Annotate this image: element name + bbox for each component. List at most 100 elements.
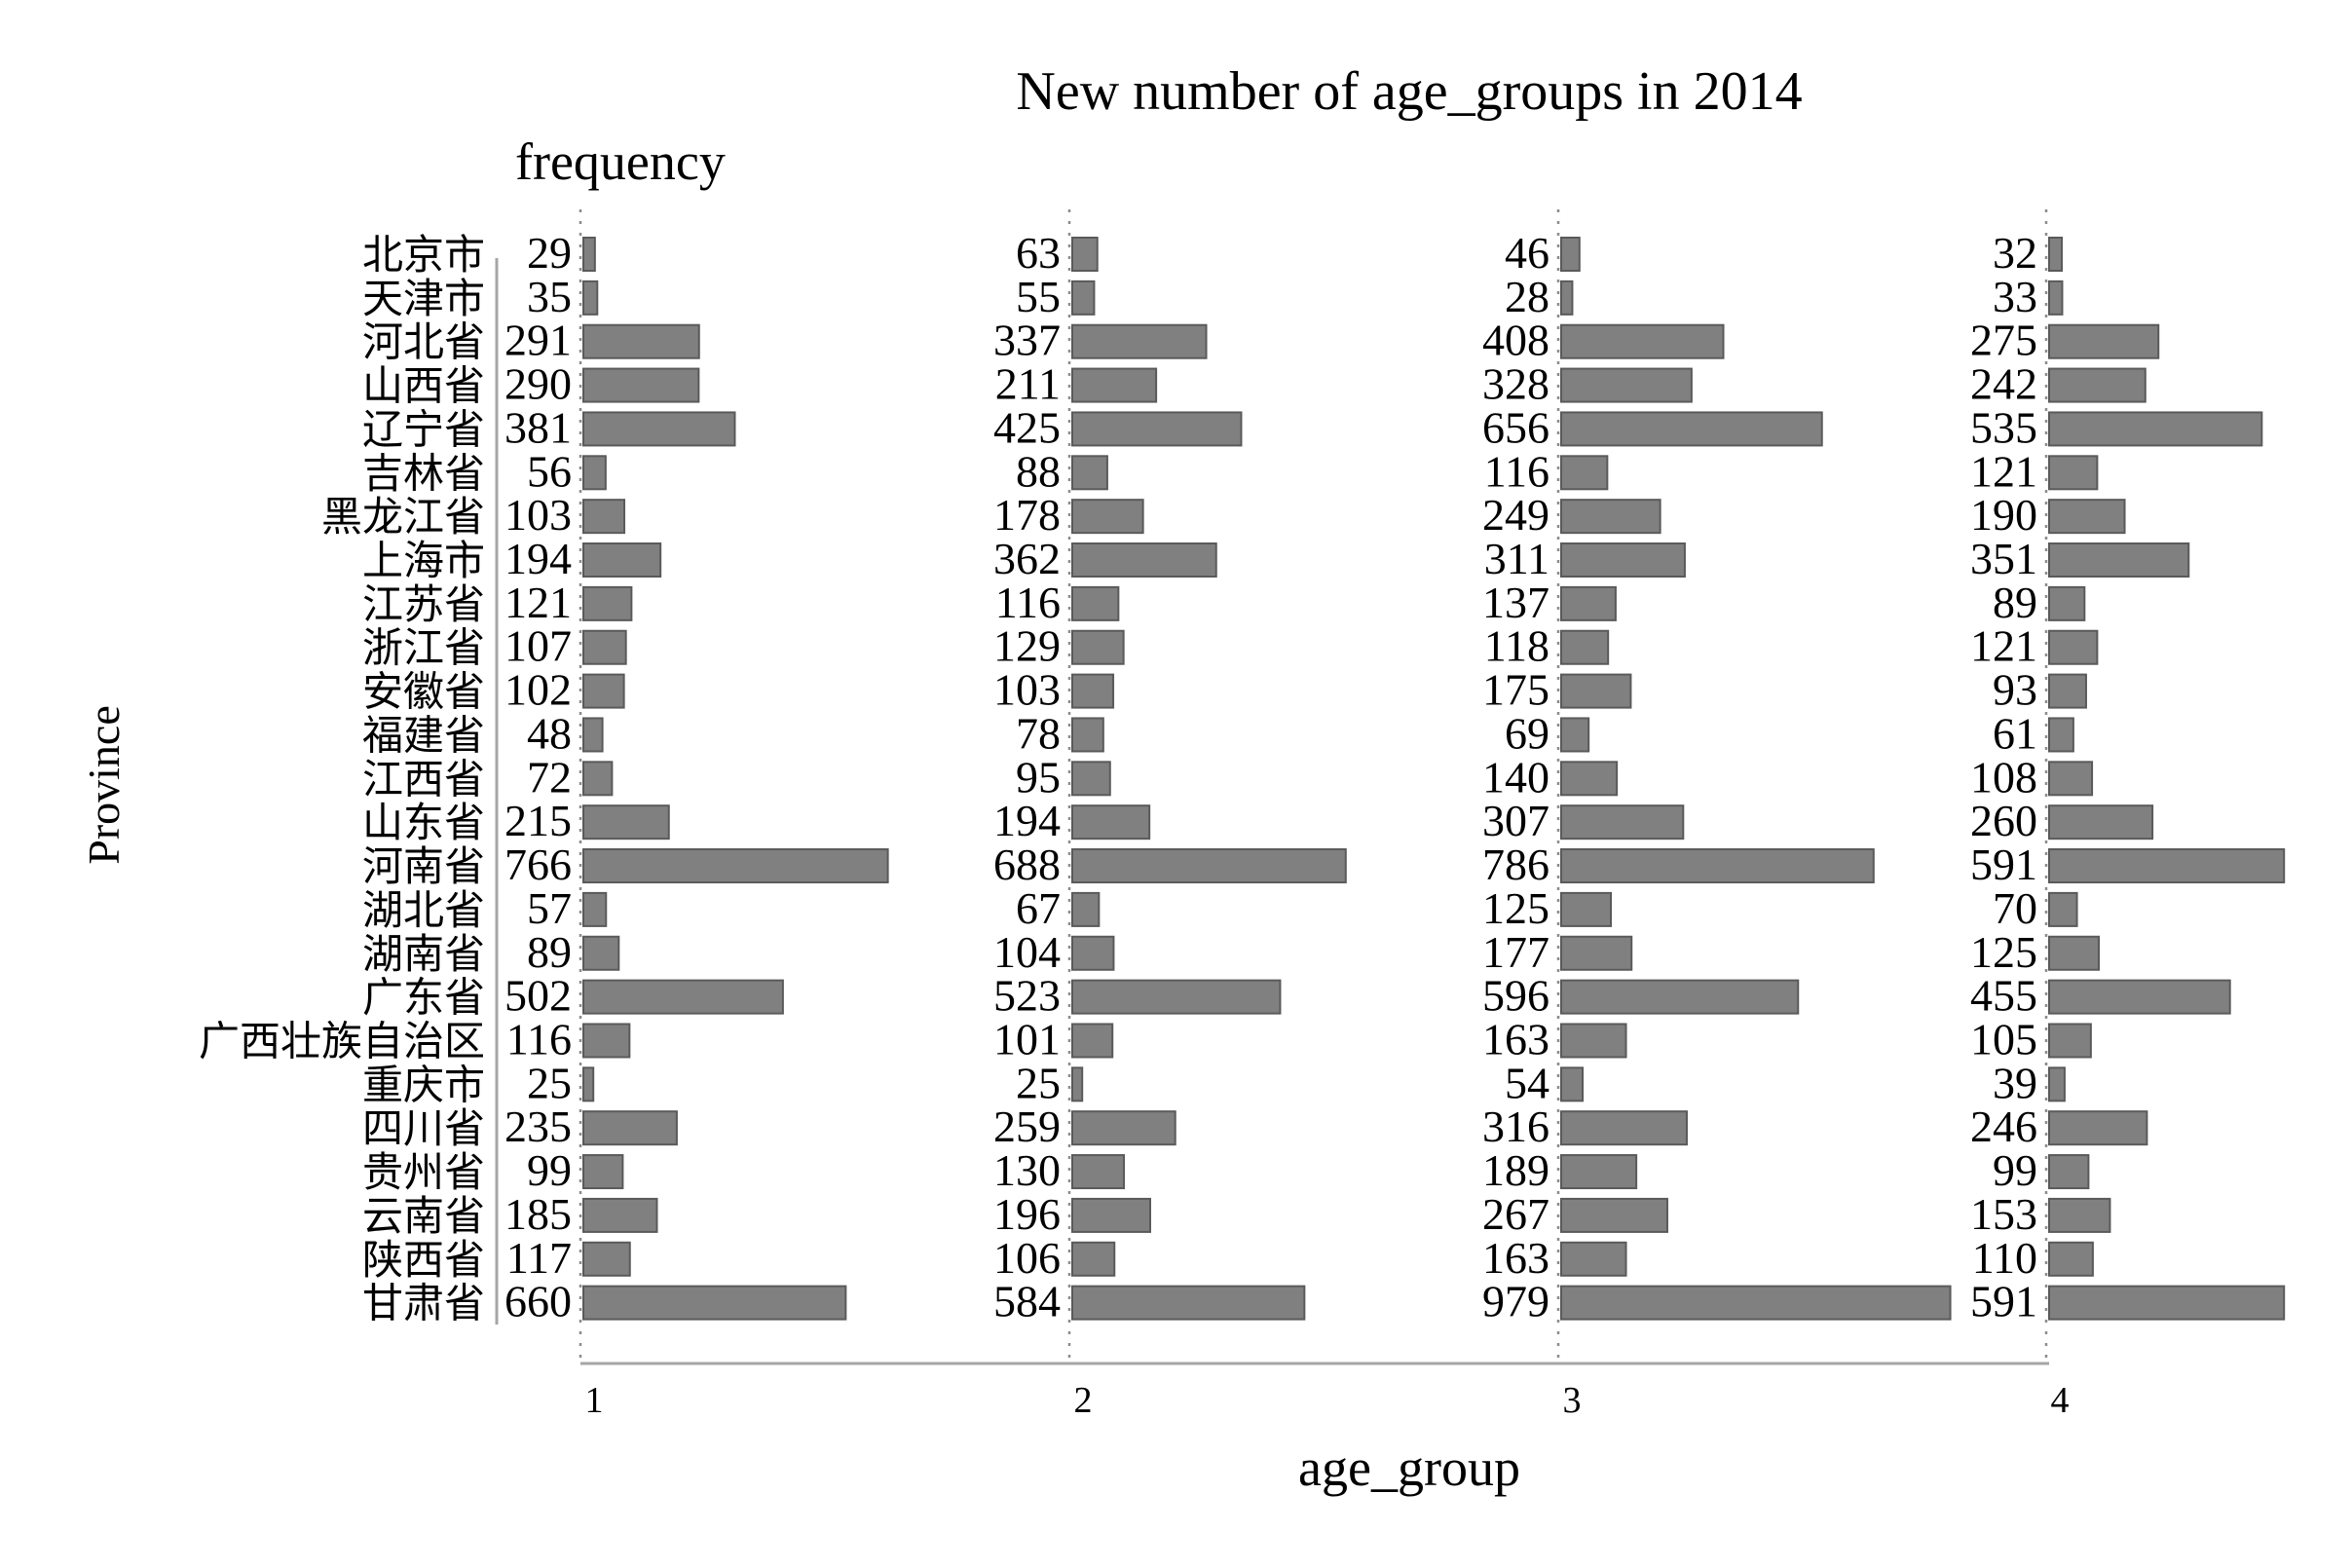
province-label-row16: 湖北省 xyxy=(362,886,485,934)
age-group-tick-4: 4 xyxy=(2051,1380,2070,1421)
value-label-ag4-row15: 591 xyxy=(1970,840,2037,889)
bar-ag1-row6 xyxy=(582,455,607,491)
bar-ag2-row11 xyxy=(1071,673,1115,709)
bar-ag1-row22 xyxy=(582,1154,624,1190)
value-label-ag1-row8: 194 xyxy=(504,534,572,583)
value-label-ag2-row9: 116 xyxy=(995,578,1061,627)
bar-ag1-row4 xyxy=(582,367,700,403)
value-label-ag3-row24: 163 xyxy=(1482,1233,1549,1283)
bar-ag2-row19 xyxy=(1071,1023,1114,1059)
bar-ag1-row15 xyxy=(582,848,889,884)
value-label-ag3-row1: 46 xyxy=(1505,228,1549,278)
value-label-ag2-row6: 88 xyxy=(1016,446,1061,496)
province-label-row13: 江西省 xyxy=(362,755,485,803)
bar-ag4-row2 xyxy=(2048,280,2064,316)
bar-ag1-row2 xyxy=(582,280,599,316)
value-label-ag1-row2: 35 xyxy=(527,272,572,321)
value-label-ag3-row9: 137 xyxy=(1482,578,1549,627)
bar-ag2-row21 xyxy=(1071,1110,1176,1146)
province-label-row8: 上海市 xyxy=(362,537,485,584)
bar-ag2-row13 xyxy=(1071,761,1111,797)
value-label-ag3-row6: 116 xyxy=(1484,446,1549,496)
value-label-ag1-row7: 103 xyxy=(504,490,572,540)
value-label-ag2-row23: 196 xyxy=(993,1189,1061,1239)
value-label-ag3-row8: 311 xyxy=(1484,534,1549,583)
value-label-ag3-row10: 118 xyxy=(1484,621,1549,671)
value-label-ag1-row21: 235 xyxy=(504,1101,572,1151)
bar-ag1-row11 xyxy=(582,673,625,709)
bar-ag2-row10 xyxy=(1071,629,1125,665)
bar-ag4-row21 xyxy=(2048,1110,2148,1146)
province-label-row14: 山东省 xyxy=(362,799,485,846)
value-label-ag4-row5: 535 xyxy=(1970,402,2037,452)
value-label-ag3-row3: 408 xyxy=(1482,316,1549,365)
value-label-ag1-row23: 185 xyxy=(504,1189,572,1239)
bar-ag1-row21 xyxy=(582,1110,678,1146)
bar-ag2-row9 xyxy=(1071,585,1120,621)
bar-ag4-row3 xyxy=(2048,323,2160,359)
value-label-ag4-row24: 110 xyxy=(1972,1233,2037,1283)
value-label-ag2-row5: 425 xyxy=(993,402,1061,452)
chart-title: New number of age_groups in 2014 xyxy=(1016,61,1802,122)
bar-ag2-row16 xyxy=(1071,891,1101,927)
bar-ag1-row23 xyxy=(582,1197,658,1233)
value-label-ag1-row11: 102 xyxy=(504,665,572,715)
value-label-ag4-row21: 246 xyxy=(1970,1101,2037,1151)
bar-ag3-row1 xyxy=(1560,237,1581,272)
bar-ag4-row1 xyxy=(2048,237,2064,272)
bar-ag3-row16 xyxy=(1560,891,1613,927)
bar-ag3-row13 xyxy=(1560,761,1619,797)
province-label-row2: 天津市 xyxy=(362,275,485,322)
value-label-ag3-row5: 656 xyxy=(1482,402,1549,452)
value-label-ag3-row13: 140 xyxy=(1482,752,1549,802)
province-label-row4: 山西省 xyxy=(362,362,485,410)
bar-ag3-row5 xyxy=(1560,411,1823,447)
bar-ag4-row16 xyxy=(2048,891,2078,927)
bar-ag4-row18 xyxy=(2048,979,2231,1015)
bar-ag2-row18 xyxy=(1071,979,1282,1015)
value-label-ag4-row19: 105 xyxy=(1970,1014,2037,1064)
value-label-ag1-row14: 215 xyxy=(504,796,572,845)
value-label-ag2-row20: 25 xyxy=(1016,1058,1061,1107)
bar-ag2-row2 xyxy=(1071,280,1096,316)
value-label-ag3-row7: 249 xyxy=(1482,490,1549,540)
province-label-row9: 江苏省 xyxy=(362,580,485,628)
value-label-ag4-row8: 351 xyxy=(1970,534,2037,583)
value-label-ag3-row17: 177 xyxy=(1482,927,1549,977)
bar-ag2-row4 xyxy=(1071,367,1158,403)
bar-ag2-row17 xyxy=(1071,935,1115,971)
value-label-ag3-row25: 979 xyxy=(1482,1277,1549,1326)
bar-ag3-row19 xyxy=(1560,1023,1627,1059)
bar-ag4-row15 xyxy=(2048,848,2286,884)
value-label-ag2-row1: 63 xyxy=(1016,228,1061,278)
bar-ag1-row3 xyxy=(582,323,700,359)
value-label-ag4-row11: 93 xyxy=(1993,665,2037,715)
value-label-ag1-row1: 29 xyxy=(527,228,572,278)
bar-ag2-row25 xyxy=(1071,1285,1306,1321)
bar-ag1-row8 xyxy=(582,542,662,579)
bar-ag3-row22 xyxy=(1560,1154,1638,1190)
value-label-ag4-row16: 70 xyxy=(1993,883,2037,933)
bar-ag4-row6 xyxy=(2048,455,2099,491)
bar-ag1-row12 xyxy=(582,717,604,753)
bar-ag4-row12 xyxy=(2048,717,2074,753)
bar-ag2-row14 xyxy=(1071,804,1151,840)
bar-ag3-row7 xyxy=(1560,499,1661,535)
value-label-ag1-row4: 290 xyxy=(504,359,572,409)
value-label-ag1-row13: 72 xyxy=(527,752,572,802)
bar-ag3-row24 xyxy=(1560,1241,1627,1277)
bar-ag1-row5 xyxy=(582,411,736,447)
bar-ag4-row24 xyxy=(2048,1241,2094,1277)
bar-ag2-row23 xyxy=(1071,1197,1151,1233)
bar-ag4-row11 xyxy=(2048,673,2087,709)
bar-ag2-row1 xyxy=(1071,237,1099,272)
value-label-ag4-row10: 121 xyxy=(1970,621,2037,671)
province-label-row23: 云南省 xyxy=(362,1192,485,1240)
province-label-row1: 北京市 xyxy=(362,231,485,279)
bar-ag3-row12 xyxy=(1560,717,1590,753)
bar-ag1-row10 xyxy=(582,629,627,665)
bar-ag4-row13 xyxy=(2048,761,2094,797)
value-label-ag2-row21: 259 xyxy=(993,1101,1061,1151)
bar-ag2-row6 xyxy=(1071,455,1108,491)
